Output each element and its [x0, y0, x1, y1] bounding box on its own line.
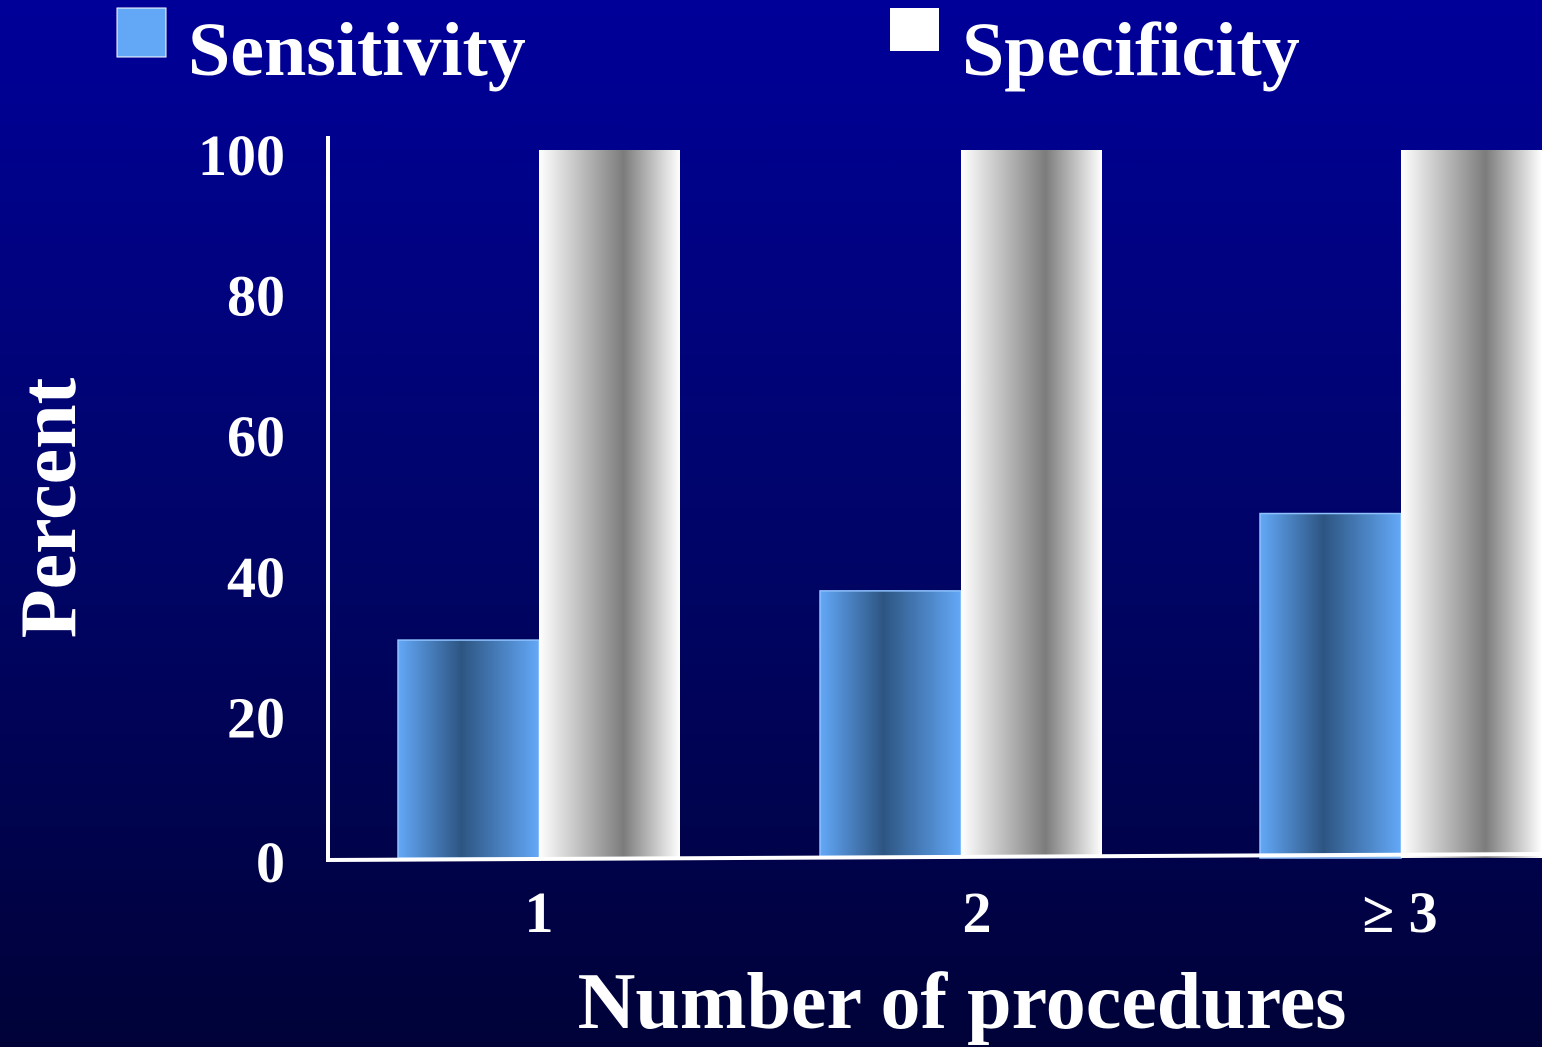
bars	[397, 150, 1542, 859]
legend-swatch-specificity	[890, 8, 939, 51]
x-tick-label: 2	[963, 880, 992, 945]
x-tick-label: ≥ 3	[1362, 880, 1437, 945]
legend-label-specificity: Specificity	[962, 8, 1300, 92]
bar-sensitivity-1	[397, 639, 540, 859]
y-tick-label: 60	[227, 404, 285, 469]
legend-swatch-sensitivity	[116, 7, 167, 58]
y-axis-title: Percent	[5, 377, 93, 638]
bar-specificity-3	[1401, 150, 1542, 858]
bar-sensitivity-2	[819, 590, 962, 859]
bar-specificity-1	[539, 150, 680, 858]
x-axis-line	[325, 852, 1542, 862]
y-tick-label: 20	[227, 685, 285, 750]
x-tick-label: 1	[525, 880, 554, 945]
y-tick-label: 80	[227, 264, 285, 329]
y-tick-label: 40	[227, 545, 285, 610]
y-tick-labels: 0 20 40 60 80 100	[198, 123, 285, 895]
x-tick-labels: 1 2 ≥ 3	[525, 880, 1438, 945]
legend-label-sensitivity: Sensitivity	[188, 8, 526, 92]
x-axis-title: Number of procedures	[578, 958, 1347, 1046]
bar-specificity-2	[961, 150, 1102, 858]
y-tick-label: 100	[198, 123, 285, 188]
y-tick-label: 0	[256, 830, 285, 895]
bar-sensitivity-3	[1259, 512, 1402, 859]
legend: Sensitivity Specificity	[116, 7, 1300, 92]
